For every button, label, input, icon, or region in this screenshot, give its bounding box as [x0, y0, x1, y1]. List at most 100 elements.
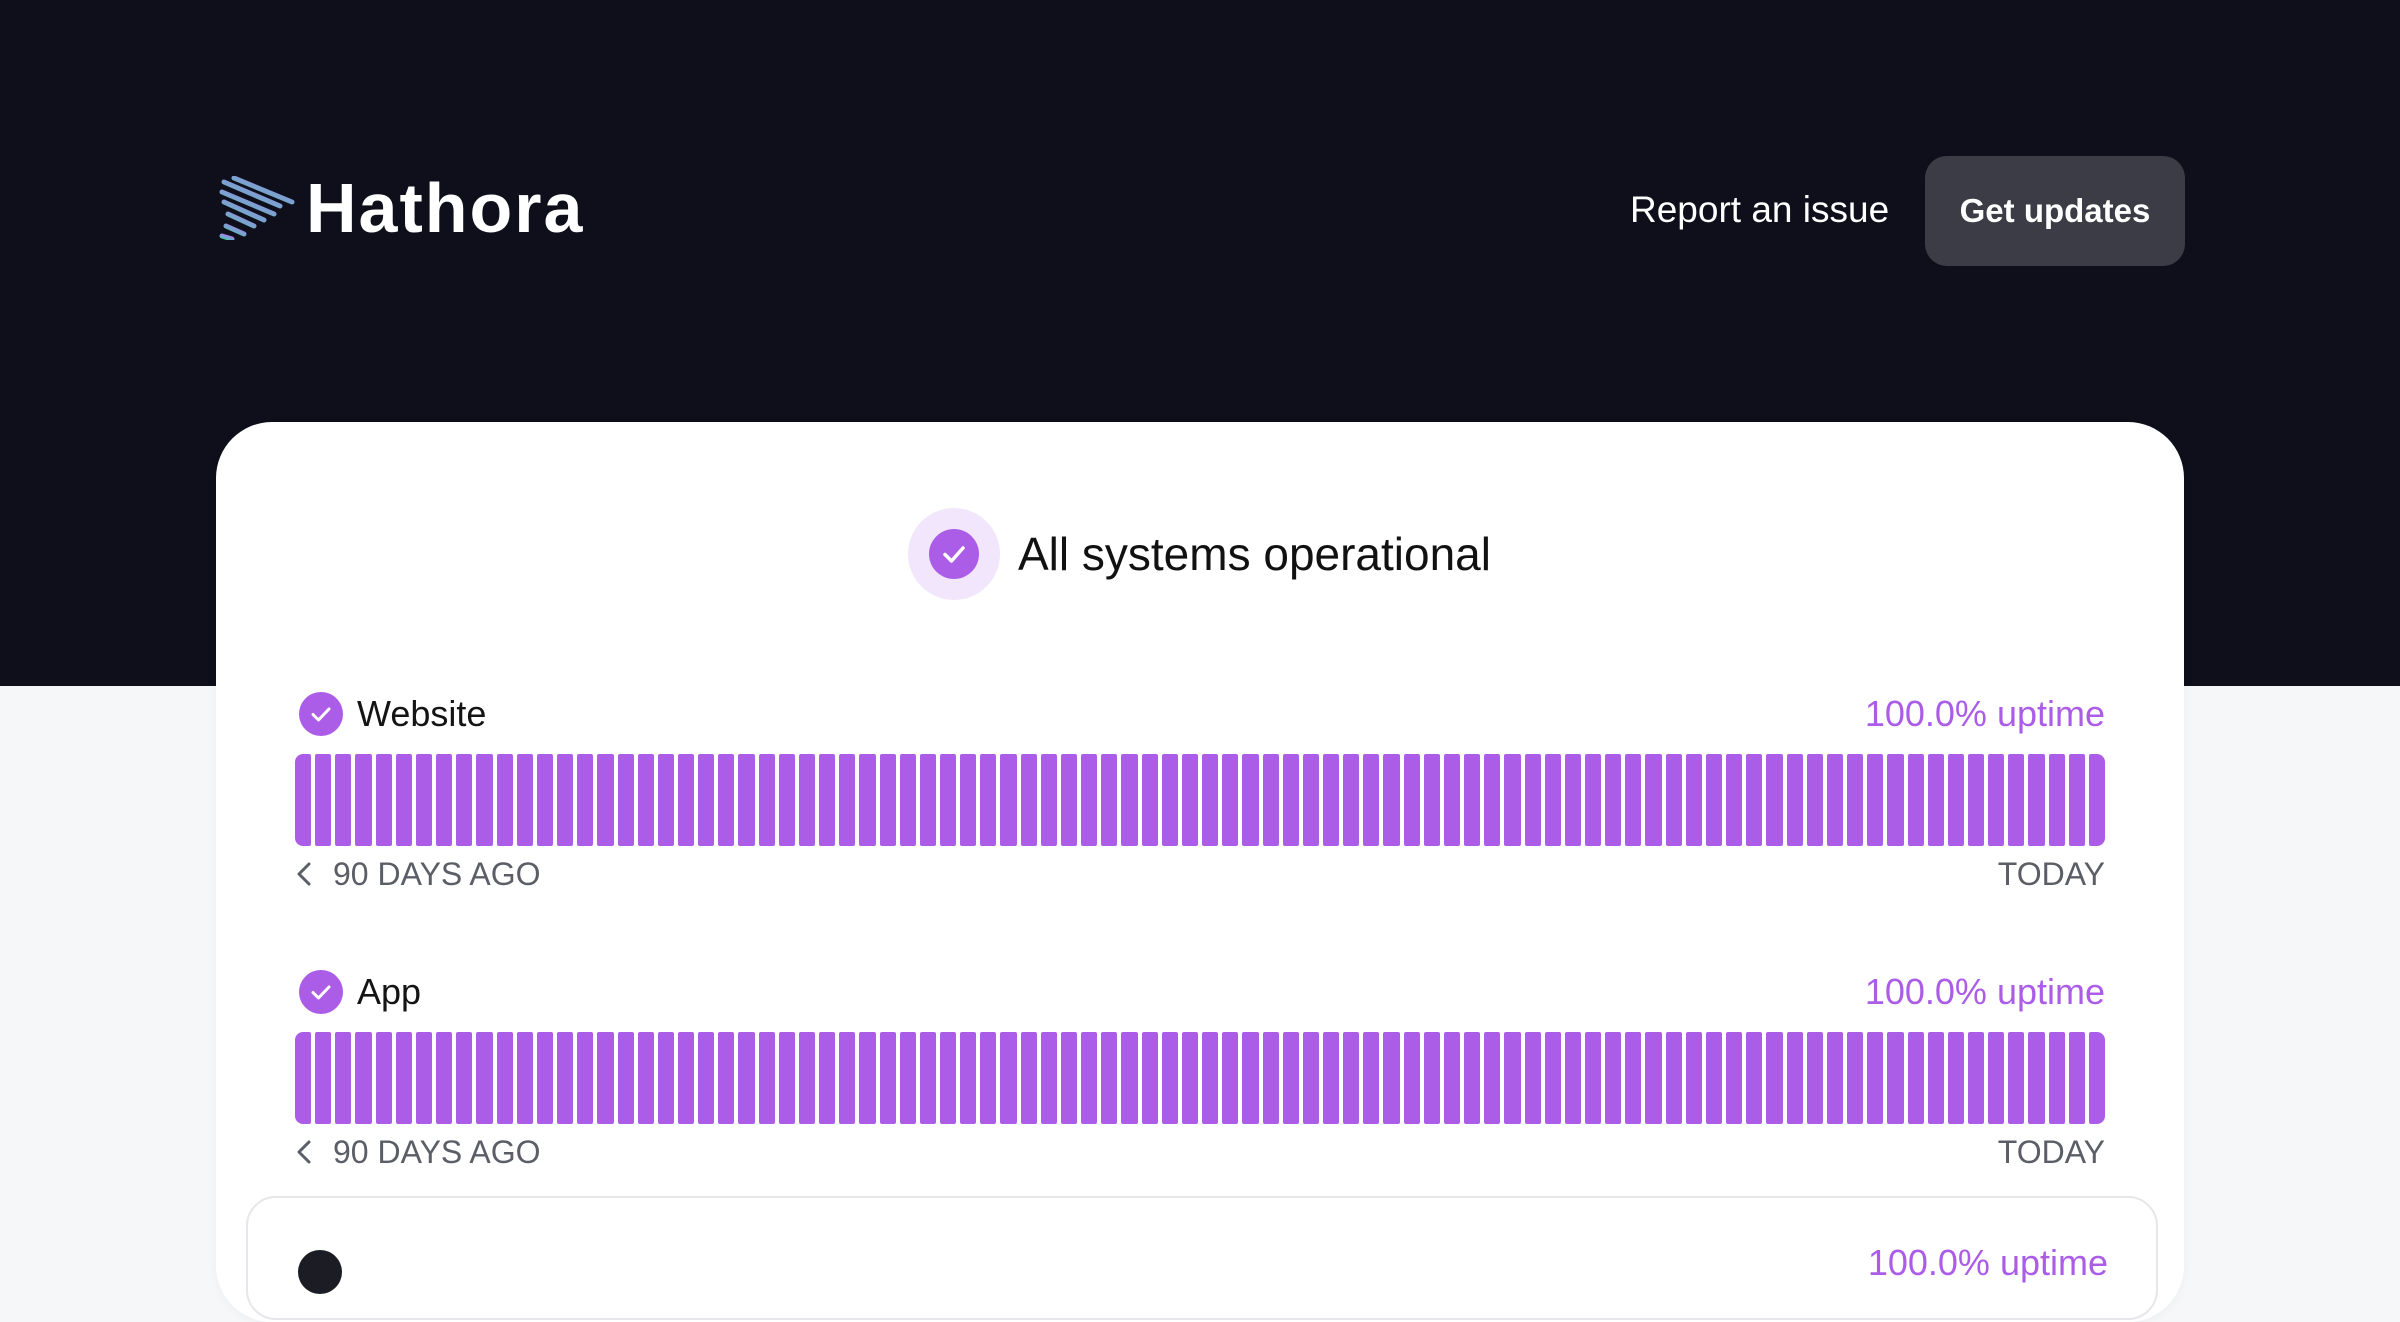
- uptime-day-bar[interactable]: [436, 1032, 453, 1124]
- uptime-day-bar[interactable]: [2068, 1032, 2085, 1124]
- uptime-day-bar[interactable]: [375, 1032, 392, 1124]
- uptime-day-bar[interactable]: [536, 754, 554, 846]
- uptime-day-bar[interactable]: [1766, 754, 1783, 846]
- uptime-day-bar[interactable]: [1685, 1032, 1702, 1124]
- uptime-day-bar[interactable]: [1343, 1032, 1360, 1124]
- uptime-day-bar[interactable]: [557, 754, 574, 846]
- uptime-day-bar[interactable]: [2028, 1032, 2045, 1124]
- uptime-day-bar[interactable]: [295, 1032, 312, 1124]
- uptime-day-bar[interactable]: [2008, 1032, 2025, 1124]
- uptime-day-bar[interactable]: [819, 754, 836, 846]
- uptime-day-bar[interactable]: [960, 754, 977, 846]
- uptime-day-bar[interactable]: [516, 754, 533, 846]
- uptime-day-bar[interactable]: [315, 1032, 332, 1124]
- uptime-day-bar[interactable]: [1464, 754, 1481, 846]
- uptime-day-bar[interactable]: [1262, 754, 1279, 846]
- uptime-day-bar[interactable]: [960, 1032, 977, 1124]
- uptime-day-bar[interactable]: [677, 754, 695, 846]
- uptime-day-bar[interactable]: [1988, 754, 2005, 846]
- chevron-left-icon[interactable]: [295, 854, 315, 894]
- uptime-day-bar[interactable]: [1101, 1032, 1118, 1124]
- uptime-day-bar[interactable]: [1524, 1032, 1541, 1124]
- uptime-day-bar[interactable]: [1705, 1032, 1723, 1124]
- uptime-day-bar[interactable]: [2028, 754, 2045, 846]
- uptime-day-bar[interactable]: [1847, 1032, 1864, 1124]
- uptime-day-bar[interactable]: [2048, 1032, 2065, 1124]
- uptime-day-bar[interactable]: [2068, 754, 2085, 846]
- uptime-day-bar[interactable]: [1484, 1032, 1501, 1124]
- uptime-day-bar[interactable]: [1181, 754, 1199, 846]
- get-updates-button[interactable]: Get updates: [1925, 156, 2185, 266]
- uptime-day-bar[interactable]: [1081, 754, 1098, 846]
- uptime-day-bar[interactable]: [496, 1032, 513, 1124]
- uptime-day-bar[interactable]: [899, 754, 916, 846]
- uptime-day-bar[interactable]: [1040, 1032, 1057, 1124]
- uptime-day-bar[interactable]: [335, 754, 352, 846]
- uptime-day-bar[interactable]: [1403, 1032, 1420, 1124]
- uptime-day-bar[interactable]: [1423, 754, 1440, 846]
- uptime-day-bar[interactable]: [1605, 754, 1622, 846]
- uptime-day-bar[interactable]: [2088, 1032, 2105, 1124]
- uptime-day-bar[interactable]: [1645, 754, 1662, 846]
- uptime-day-bar[interactable]: [1161, 754, 1178, 846]
- uptime-day-bar[interactable]: [1322, 754, 1340, 846]
- uptime-day-bar[interactable]: [940, 1032, 957, 1124]
- uptime-day-bar[interactable]: [1967, 1032, 1985, 1124]
- uptime-day-bar[interactable]: [436, 754, 453, 846]
- uptime-day-bar[interactable]: [516, 1032, 533, 1124]
- uptime-day-bar[interactable]: [1726, 754, 1743, 846]
- uptime-day-bar[interactable]: [1887, 754, 1904, 846]
- uptime-day-bar[interactable]: [1020, 754, 1037, 846]
- uptime-day-bar[interactable]: [597, 754, 614, 846]
- uptime-day-bar[interactable]: [395, 1032, 412, 1124]
- uptime-day-bar[interactable]: [1383, 754, 1400, 846]
- uptime-day-bar[interactable]: [1847, 754, 1864, 846]
- uptime-day-bar[interactable]: [778, 754, 795, 846]
- uptime-day-bar[interactable]: [1262, 1032, 1279, 1124]
- uptime-day-bar[interactable]: [1081, 1032, 1098, 1124]
- uptime-day-bar[interactable]: [698, 754, 715, 846]
- uptime-day-bar[interactable]: [1040, 754, 1057, 846]
- uptime-day-bar[interactable]: [375, 754, 392, 846]
- uptime-day-bar[interactable]: [1645, 1032, 1662, 1124]
- uptime-day-bar[interactable]: [1504, 754, 1521, 846]
- uptime-day-bar[interactable]: [940, 754, 957, 846]
- uptime-day-bar[interactable]: [415, 1032, 433, 1124]
- uptime-day-bar[interactable]: [1988, 1032, 2005, 1124]
- uptime-day-bar[interactable]: [1665, 754, 1682, 846]
- uptime-day-bar[interactable]: [1000, 754, 1017, 846]
- uptime-day-bar[interactable]: [1786, 1032, 1803, 1124]
- uptime-day-bar[interactable]: [677, 1032, 695, 1124]
- uptime-day-bar[interactable]: [1504, 1032, 1521, 1124]
- uptime-day-bar[interactable]: [496, 754, 513, 846]
- uptime-day-bar[interactable]: [1020, 1032, 1037, 1124]
- uptime-day-bar[interactable]: [899, 1032, 916, 1124]
- uptime-day-bar[interactable]: [1141, 1032, 1158, 1124]
- uptime-day-bar[interactable]: [1927, 754, 1944, 846]
- uptime-day-bar[interactable]: [718, 1032, 735, 1124]
- uptime-day-bar[interactable]: [798, 754, 816, 846]
- uptime-day-bar[interactable]: [355, 1032, 372, 1124]
- uptime-day-bar[interactable]: [1625, 754, 1642, 846]
- uptime-day-bar[interactable]: [1746, 1032, 1763, 1124]
- uptime-day-bar[interactable]: [1705, 754, 1723, 846]
- uptime-day-bar[interactable]: [1222, 754, 1239, 846]
- uptime-day-bar[interactable]: [1403, 754, 1420, 846]
- uptime-day-bar[interactable]: [758, 754, 775, 846]
- uptime-day-bar[interactable]: [1121, 1032, 1138, 1124]
- uptime-day-bar[interactable]: [1605, 1032, 1622, 1124]
- uptime-day-bar[interactable]: [1524, 754, 1541, 846]
- uptime-day-bar[interactable]: [1947, 754, 1964, 846]
- uptime-day-bar[interactable]: [1585, 1032, 1602, 1124]
- uptime-day-bar[interactable]: [456, 754, 473, 846]
- uptime-day-bar[interactable]: [1322, 1032, 1340, 1124]
- uptime-day-bar[interactable]: [758, 1032, 775, 1124]
- uptime-day-bar[interactable]: [1947, 1032, 1964, 1124]
- uptime-day-bar[interactable]: [1625, 1032, 1642, 1124]
- uptime-day-bar[interactable]: [1806, 1032, 1823, 1124]
- uptime-day-bar[interactable]: [1363, 754, 1380, 846]
- uptime-day-bar[interactable]: [1302, 754, 1319, 846]
- uptime-day-bar[interactable]: [919, 754, 936, 846]
- uptime-day-bar[interactable]: [1907, 1032, 1924, 1124]
- uptime-day-bar[interactable]: [536, 1032, 554, 1124]
